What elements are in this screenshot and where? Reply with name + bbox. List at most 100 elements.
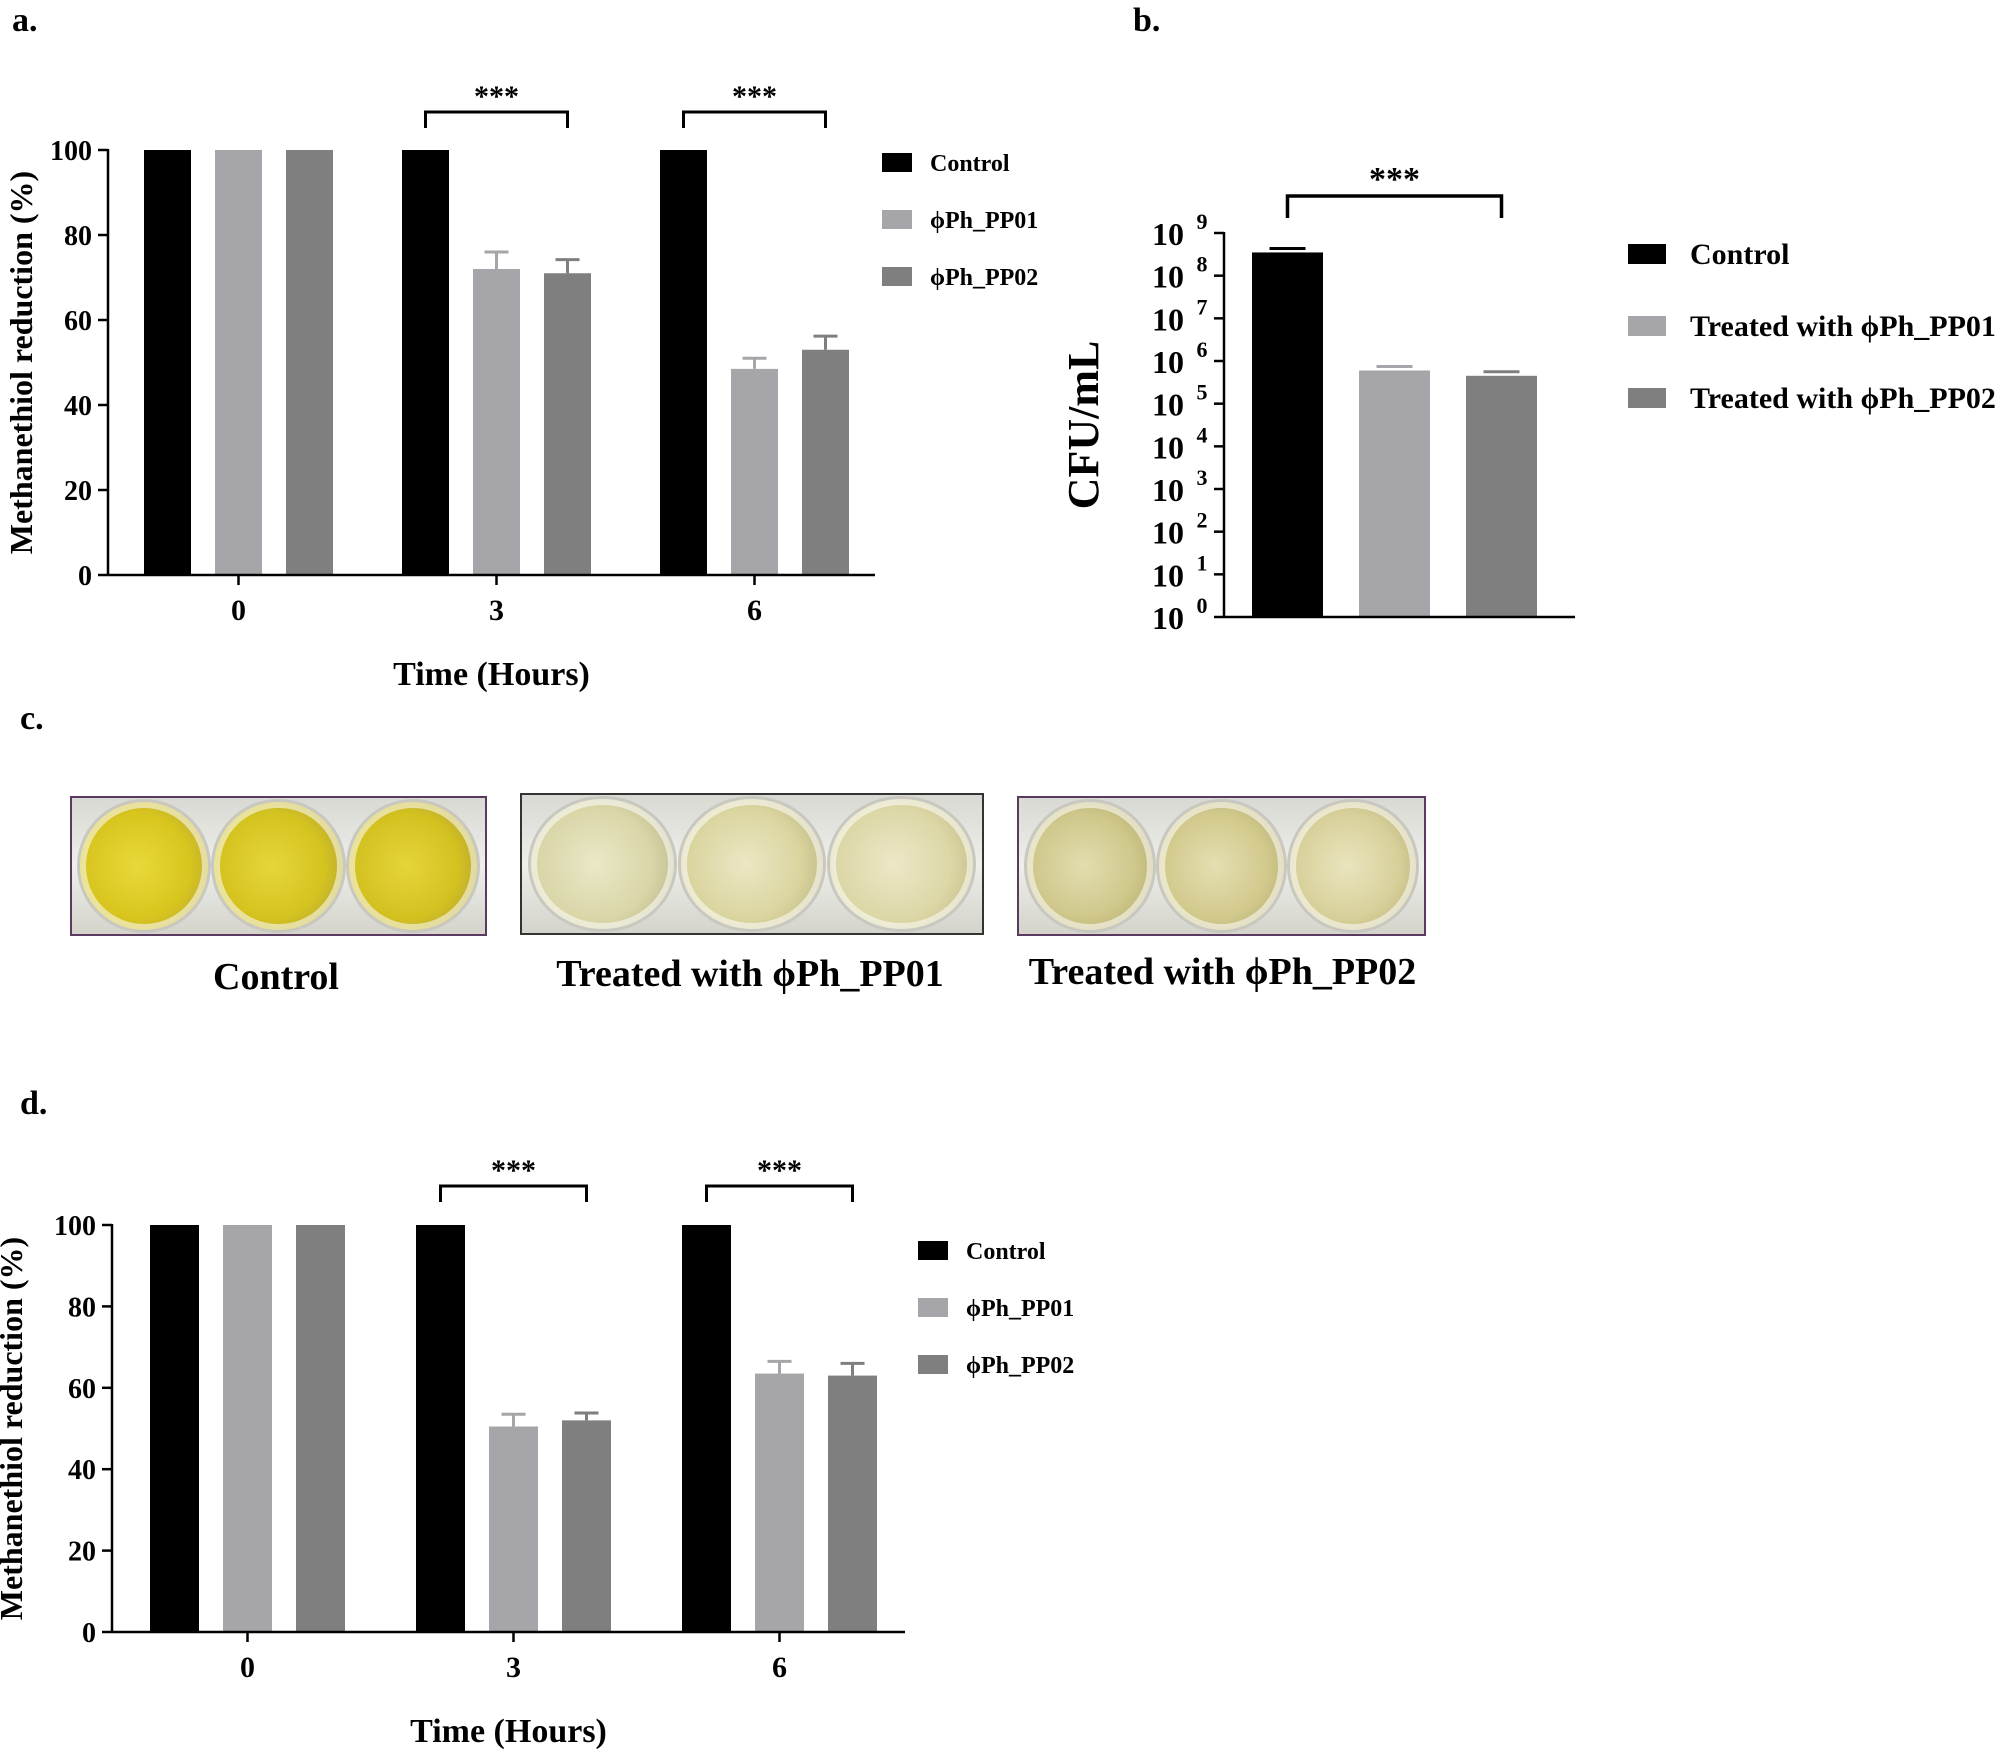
y-tick-exponent-b: 4 [1197, 422, 1208, 447]
y-axis-title-a: Methanethiol reduction (%) [3, 171, 39, 554]
y-tick-label-b: 10 [1152, 557, 1184, 593]
bar-d-0-1 [223, 1225, 272, 1632]
legend-swatch-b [1628, 244, 1666, 264]
well-icon [531, 799, 674, 929]
y-axis-title-d: Methanethiol reduction (%) [0, 1237, 29, 1620]
x-tick-label-d: 3 [506, 1651, 521, 1684]
bar-d-0-2 [296, 1225, 345, 1632]
bar-a-0-2 [286, 150, 333, 575]
legend-swatch-a [882, 153, 912, 172]
well-icon [80, 802, 209, 930]
legend-swatch-d [918, 1298, 948, 1317]
y-tick-label-d: 80 [68, 1292, 96, 1323]
photo-pp02-wells [1017, 796, 1426, 936]
y-tick-label-b: 10 [1152, 600, 1184, 636]
significance-bracket [439, 1184, 588, 1202]
panel-label-b: b. [1133, 2, 1161, 39]
y-tick-exponent-b: 1 [1197, 550, 1208, 575]
legend-label-a: ϕPh_PP01 [930, 208, 1038, 234]
bar-a-6-1 [731, 368, 778, 575]
bar-d-3-1 [489, 1426, 538, 1632]
well-icon [830, 799, 973, 929]
bar-b-1 [1359, 370, 1430, 617]
bar-a-3-0 [402, 150, 449, 575]
y-tick-label-b: 10 [1152, 344, 1184, 380]
photo-caption-pp02: Treated with ϕPh_PP02 [1028, 951, 1417, 993]
bar-a-0-1 [215, 150, 262, 575]
bar-b-0 [1252, 252, 1323, 617]
y-tick-label-d: 100 [54, 1211, 96, 1242]
bar-a-3-1 [473, 269, 520, 575]
panel-label-a: a. [12, 2, 38, 39]
bar-d-6-1 [755, 1373, 804, 1632]
well-icon [348, 802, 477, 930]
y-tick-label-d: 40 [68, 1455, 96, 1486]
y-tick-label-b: 10 [1152, 515, 1184, 551]
x-tick-label-d: 0 [240, 1651, 255, 1684]
bar-b-2 [1466, 375, 1537, 617]
bar-d-6-2 [828, 1375, 877, 1632]
photo-control-wells [70, 796, 487, 936]
legend-swatch-d [918, 1355, 948, 1374]
bar-d-3-2 [562, 1420, 611, 1632]
y-tick-label-b: 10 [1152, 259, 1184, 295]
legend-label-b: Treated with ϕPh_PP02 [1690, 382, 1996, 415]
x-tick-label-a: 6 [747, 594, 762, 627]
y-tick-label-d: 60 [68, 1374, 96, 1405]
y-tick-label-a: 40 [64, 391, 92, 422]
bar-a-6-0 [660, 150, 707, 575]
significance-bracket [705, 1184, 854, 1202]
x-axis-title-d: Time (Hours) [410, 1713, 607, 1750]
y-tick-label-d: 20 [68, 1537, 96, 1568]
y-tick-label-a: 20 [64, 476, 92, 507]
y-tick-exponent-b: 3 [1197, 465, 1208, 490]
significance-label: *** [757, 1154, 802, 1187]
y-tick-label-a: 60 [64, 306, 92, 337]
bar-a-0-0 [144, 150, 191, 575]
x-tick-label-d: 6 [772, 1651, 787, 1684]
legend-swatch-a [882, 267, 912, 286]
y-tick-label-d: 0 [82, 1618, 96, 1649]
y-tick-label-b: 10 [1152, 301, 1184, 337]
legend-swatch-a [882, 210, 912, 229]
panel-label-d: d. [20, 1085, 48, 1122]
x-tick-label-a: 0 [231, 594, 246, 627]
photo-caption-control: Control [213, 956, 339, 998]
legend-swatch-b [1628, 388, 1666, 408]
bar-d-3-0 [416, 1225, 465, 1632]
panel-label-c: c. [20, 700, 44, 737]
significance-bracket [682, 110, 827, 128]
bar-a-6-2 [802, 349, 849, 575]
x-axis-title-a: Time (Hours) [393, 656, 590, 693]
y-tick-label-a: 100 [50, 136, 92, 167]
legend-label-d: ϕPh_PP02 [966, 1353, 1074, 1379]
legend-label-d: Control [966, 1239, 1046, 1265]
legend-swatch-b [1628, 316, 1666, 336]
y-tick-exponent-b: 0 [1197, 593, 1208, 618]
y-tick-label-a: 80 [64, 221, 92, 252]
legend-label-a: ϕPh_PP02 [930, 265, 1038, 291]
well-icon [680, 799, 824, 929]
significance-bracket [424, 110, 569, 128]
bar-d-0-0 [150, 1225, 199, 1632]
y-tick-exponent-b: 8 [1197, 252, 1208, 277]
y-tick-exponent-b: 6 [1197, 337, 1208, 362]
y-tick-label-b: 10 [1152, 429, 1184, 465]
y-tick-label-b: 10 [1152, 472, 1184, 508]
y-tick-label-b: 10 [1152, 387, 1184, 423]
photo-caption-pp01: Treated with ϕPh_PP01 [556, 953, 944, 995]
legend-swatch-d [918, 1241, 948, 1260]
significance-bracket [1285, 194, 1504, 218]
well-icon [1158, 802, 1285, 930]
y-tick-label-b: 10 [1152, 216, 1184, 252]
well-icon [214, 802, 343, 930]
y-tick-exponent-b: 7 [1197, 294, 1208, 319]
y-tick-exponent-b: 5 [1197, 380, 1208, 405]
photo-pp01-wells [520, 793, 984, 935]
legend-label-b: Control [1690, 238, 1789, 271]
y-axis-title-b: CFU/mL [1059, 341, 1108, 510]
bar-a-3-2 [544, 273, 591, 575]
legend-label-d: ϕPh_PP01 [966, 1296, 1074, 1322]
significance-label: *** [491, 1154, 536, 1187]
y-tick-exponent-b: 9 [1197, 209, 1208, 234]
